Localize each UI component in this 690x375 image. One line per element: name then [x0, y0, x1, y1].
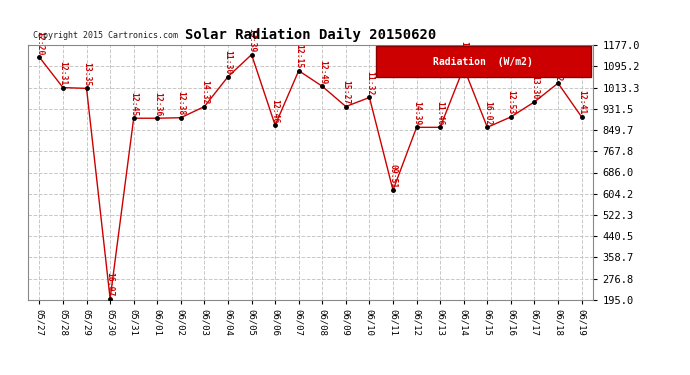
Text: 16:07: 16:07 — [106, 272, 115, 297]
Text: 11:32: 11:32 — [365, 71, 374, 95]
Text: 12:15: 12:15 — [294, 44, 303, 69]
Text: 12:38: 12:38 — [177, 91, 186, 116]
Text: 09:51: 09:51 — [388, 164, 397, 188]
Text: 12:49: 12:49 — [318, 60, 327, 84]
Text: 12:53: 12:53 — [506, 90, 515, 115]
Text: 12:36: 12:36 — [152, 92, 161, 116]
Text: 12:31: 12:31 — [59, 61, 68, 86]
Text: 13:35: 13:35 — [82, 62, 91, 86]
Text: 13:39: 13:39 — [247, 28, 256, 53]
Text: 12:46: 12:46 — [270, 99, 279, 123]
Text: 12:41: 12:41 — [577, 90, 586, 115]
FancyBboxPatch shape — [375, 46, 591, 77]
Text: 14:06: 14:06 — [460, 41, 469, 66]
Text: 16:02: 16:02 — [483, 101, 492, 125]
Title: Solar Radiation Daily 20150620: Solar Radiation Daily 20150620 — [185, 28, 436, 42]
Text: Radiation  (W/m2): Radiation (W/m2) — [433, 57, 533, 67]
Text: 13:30: 13:30 — [530, 75, 539, 100]
Text: 14:39: 14:39 — [412, 101, 421, 125]
Text: 14:32: 14:32 — [200, 80, 209, 105]
Text: Copyright 2015 Cartronics.com: Copyright 2015 Cartronics.com — [33, 31, 178, 40]
Text: 12:45: 12:45 — [129, 92, 138, 116]
Text: 11:46: 11:46 — [435, 101, 444, 125]
Text: 12:22: 12:22 — [553, 57, 562, 81]
Text: 15:27: 15:27 — [342, 80, 351, 105]
Text: 11:30: 11:30 — [224, 50, 233, 75]
Text: 12:20: 12:20 — [35, 31, 44, 55]
